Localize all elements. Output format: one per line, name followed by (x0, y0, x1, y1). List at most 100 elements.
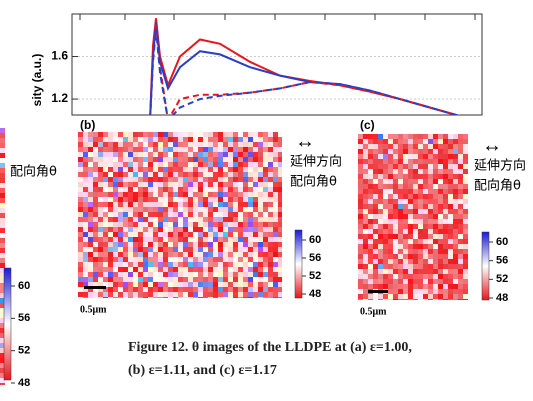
pixel (278, 227, 282, 232)
pixel (393, 234, 398, 239)
pixel (128, 157, 133, 162)
pixel (118, 297, 123, 298)
pixel (113, 257, 118, 262)
pixel (418, 204, 423, 209)
pixel (248, 147, 253, 152)
pixel (88, 277, 93, 282)
pixel (123, 232, 128, 237)
pixel (218, 277, 223, 282)
pixel (428, 164, 433, 169)
pixel (83, 142, 88, 147)
pixel (263, 182, 268, 187)
pixel (108, 287, 113, 292)
pixel (278, 217, 282, 222)
pixel (358, 214, 363, 219)
pixel (428, 239, 433, 244)
pixel (168, 162, 173, 167)
pixel (433, 269, 438, 274)
pixel (0, 308, 5, 313)
pixel (238, 172, 243, 177)
pixel (418, 224, 423, 229)
pixel (273, 252, 278, 257)
pixel (383, 234, 388, 239)
pixel (398, 249, 403, 254)
pixel (423, 289, 428, 294)
pixel (263, 262, 268, 267)
pixel (153, 177, 158, 182)
pixel (203, 192, 208, 197)
pixel (398, 194, 403, 199)
pixel (173, 167, 178, 172)
pixel (268, 277, 273, 282)
pixel (168, 272, 173, 277)
pixel (428, 154, 433, 159)
pixel (428, 284, 433, 289)
pixel (163, 177, 168, 182)
pixel (428, 229, 433, 234)
pixel (388, 139, 393, 144)
pixel (88, 187, 93, 192)
pixel (178, 162, 183, 167)
pixel (368, 159, 373, 164)
pixel (118, 187, 123, 192)
pixel (158, 262, 163, 267)
pixel (248, 282, 253, 287)
pixel (88, 282, 93, 287)
pixel (423, 179, 428, 184)
pixel (278, 202, 282, 207)
pixel (108, 187, 113, 192)
pixel (408, 179, 413, 184)
pixel (368, 199, 373, 204)
pixel (248, 252, 253, 257)
pixel (398, 214, 403, 219)
pixel (403, 264, 408, 269)
angle-label: 配向角θ (474, 178, 521, 194)
pixel (143, 212, 148, 217)
pixel (108, 132, 113, 137)
pixel (253, 272, 258, 277)
pixel (453, 294, 458, 299)
pixel (153, 287, 158, 292)
pixel (393, 134, 398, 139)
pixel (223, 222, 228, 227)
pixel (183, 182, 188, 187)
pixel (78, 202, 83, 207)
pixel (413, 299, 418, 300)
pixel (463, 294, 468, 299)
pixel (398, 279, 403, 284)
pixel (123, 137, 128, 142)
pixel (98, 132, 103, 137)
pixel (223, 197, 228, 202)
pixel (78, 162, 83, 167)
pixel (113, 157, 118, 162)
pixel (113, 207, 118, 212)
pixel (188, 192, 193, 197)
pixel (263, 132, 268, 137)
pixel (218, 242, 223, 247)
pixel (213, 207, 218, 212)
pixel (443, 299, 448, 300)
pixel (383, 189, 388, 194)
pixel (383, 204, 388, 209)
pixel (118, 167, 123, 172)
pixel (98, 222, 103, 227)
pixel (98, 157, 103, 162)
pixel (88, 167, 93, 172)
pixel (453, 249, 458, 254)
pixel (458, 274, 463, 279)
pixel (243, 152, 248, 157)
pixel (178, 197, 183, 202)
pixel (268, 207, 273, 212)
pixel (278, 262, 282, 267)
pixel (408, 289, 413, 294)
pixel (78, 212, 83, 217)
pixel (453, 189, 458, 194)
pixel (218, 292, 223, 297)
pixel (143, 157, 148, 162)
pixel (183, 212, 188, 217)
pixel (223, 267, 228, 272)
pixel (183, 202, 188, 207)
pixel (0, 183, 5, 188)
pixel (233, 207, 238, 212)
pixel (163, 197, 168, 202)
